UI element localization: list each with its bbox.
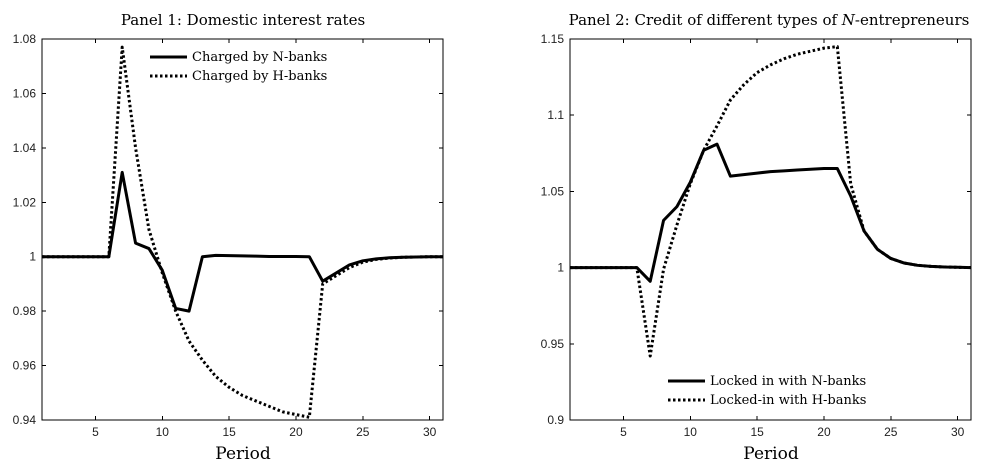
panel-1-legend: Charged by N-banks Charged by H-banks xyxy=(150,50,327,84)
panel-2-series xyxy=(570,45,972,358)
panel-2-xtick-label: 25 xyxy=(884,425,898,439)
panel-2-xtick-label: 5 xyxy=(620,425,627,439)
panel-1-xtick-label: 5 xyxy=(92,425,99,439)
panel-2-ytick-label: 0.9 xyxy=(547,413,564,427)
panel-2-title-rest: -entrepreneurs xyxy=(855,11,969,29)
panel-1-series-n-banks-line xyxy=(42,170,443,313)
panel-2-ticks: 5 10 15 20 25 30 0.9 0.95 1 1.05 1.1 1.15 xyxy=(541,32,971,439)
panel-2-xtick-label: 15 xyxy=(750,425,764,439)
panel-2-xlabel: Period xyxy=(743,444,799,461)
panel-1-ticks: 5 10 15 20 25 30 0.94 0.96 0.98 1 1.02 1.04 1.06 1.08 xyxy=(13,32,443,439)
panel-2-title: Panel 2: Credit of different types of N-… xyxy=(569,11,970,29)
panel-1-series-h-banks-line xyxy=(42,45,443,419)
panel-2-xtick-label: 30 xyxy=(951,425,965,439)
panel-2-xtick-label: 20 xyxy=(817,425,831,439)
panel-1-xtick-label: 30 xyxy=(423,425,437,439)
panel-1: Panel 1: Domestic interest rates 5 10 15 20… xyxy=(13,11,444,461)
panel-1-xtick-label: 15 xyxy=(222,425,236,439)
panel-1-axes-box xyxy=(41,38,444,421)
panel-2-legend: Locked in with N-banks Locked-in with H-… xyxy=(668,374,866,408)
panel-1-legend-label-n-banks: Charged by N-banks xyxy=(192,50,327,65)
panel-2-series-h-banks-line xyxy=(570,45,972,358)
panel-2-title-italic: N xyxy=(841,11,856,29)
panel-1-ytick-label: 0.96 xyxy=(13,359,37,373)
panel-2-title-plain: Panel 2: Credit of different types of xyxy=(569,11,842,29)
panel-1-xtick-label: 20 xyxy=(289,425,303,439)
panel-1-ytick-label: 1 xyxy=(29,250,36,264)
panel-2-ytick-label: 1.1 xyxy=(547,108,564,122)
panel-1-xtick-label: 10 xyxy=(156,425,170,439)
panel-2-axes-box xyxy=(569,38,972,421)
panel-1-ytick-label: 1.08 xyxy=(13,32,37,46)
panel-1-ytick-label: 1.04 xyxy=(13,141,37,155)
panel-2-ytick-label: 1.05 xyxy=(541,184,565,198)
panel-1-series xyxy=(42,45,443,419)
panel-2-series-n-banks-line xyxy=(570,142,972,283)
panel-2-ytick-label: 1.15 xyxy=(541,32,565,46)
panel-2-legend-label-n-banks: Locked in with N-banks xyxy=(710,374,866,389)
panel-1-ytick-label: 1.02 xyxy=(13,195,37,209)
panel-1-xtick-label: 25 xyxy=(356,425,370,439)
panel-2-legend-label-h-banks: Locked-in with H-banks xyxy=(710,393,866,408)
panel-1-title: Panel 1: Domestic interest rates xyxy=(121,11,365,29)
panel-1-ytick-label: 1.06 xyxy=(13,86,37,100)
panel-2: Panel 2: Credit of different types of N-… xyxy=(541,11,972,461)
panel-2-ytick-label: 1 xyxy=(557,261,564,275)
panel-1-xlabel: Period xyxy=(215,444,271,461)
panel-1-legend-label-h-banks: Charged by H-banks xyxy=(192,69,327,84)
panel-2-xtick-label: 10 xyxy=(684,425,698,439)
panel-1-ytick-label: 0.98 xyxy=(13,304,37,318)
panel-2-ytick-label: 0.95 xyxy=(541,337,565,351)
panel-1-ytick-label: 0.94 xyxy=(13,413,37,427)
